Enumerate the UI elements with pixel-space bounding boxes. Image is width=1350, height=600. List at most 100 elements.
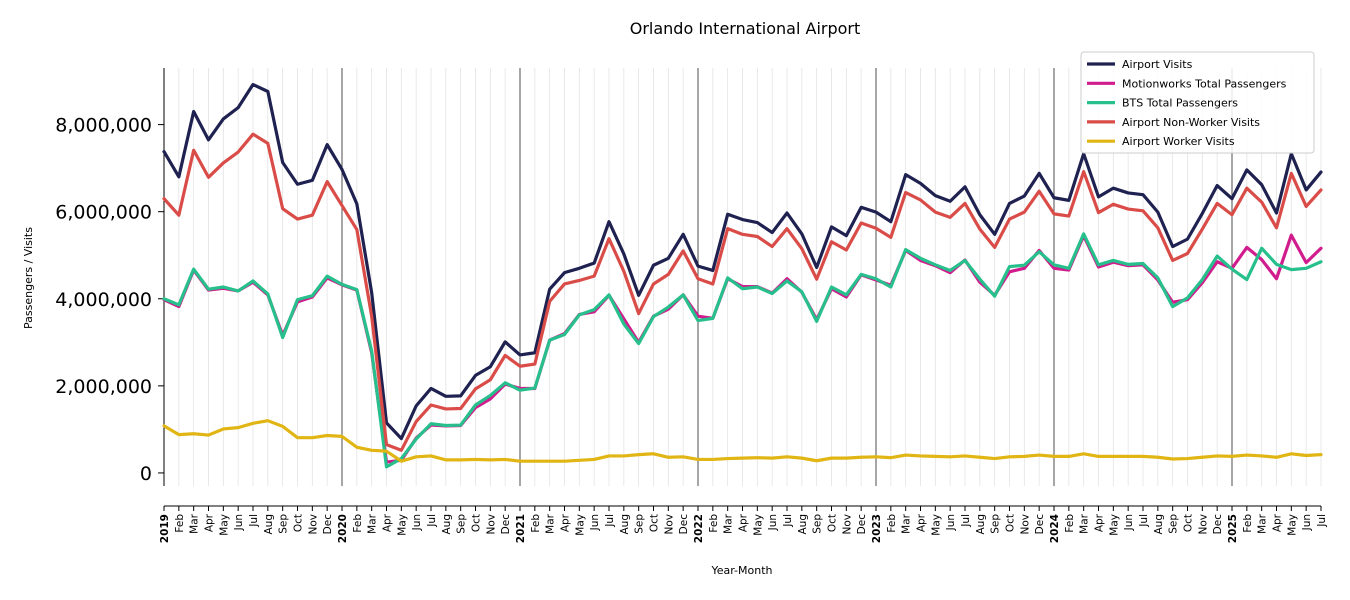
y-tick-label: 2,000,000 [55, 376, 152, 398]
legend-label: Airport Visits [1122, 58, 1193, 71]
x-tick-label: Mar [189, 513, 201, 533]
x-tick-label: Sep [990, 514, 1002, 534]
x-tick-label: Jun [945, 514, 957, 531]
series-line-bts-total-passengers [162, 232, 1323, 469]
x-tick-label: Apr [1272, 513, 1284, 532]
x-tick-label: Jun [589, 514, 601, 531]
x-tick-label: Jun [1123, 514, 1135, 531]
x-tick-label: Feb [530, 514, 542, 533]
x-tick-label: 2024 [1049, 514, 1061, 543]
x-tick-label: Apr [204, 513, 216, 532]
x-tick-label: May [574, 514, 586, 536]
x-tick-label: Jul [960, 514, 972, 528]
x-tick-label: Feb [352, 514, 364, 533]
axes-layer: 0 2,000,000 4,000,000 6,000,000 8,000,000 201… [55, 68, 1328, 543]
x-tick-label: Jul [248, 514, 260, 528]
x-tick-label: 2022 [693, 514, 705, 543]
x-tick-label: Feb [1064, 514, 1076, 533]
x-tick-label: 2025 [1227, 514, 1239, 543]
x-tick-label: Jun [767, 514, 779, 531]
x-tick-label: Oct [1183, 514, 1195, 532]
x-tick-label: Dec [500, 514, 512, 535]
y-tick-label: 0 [140, 463, 152, 485]
x-tick-label: Feb [886, 514, 898, 533]
x-tick-label: Mar [1257, 513, 1269, 533]
x-tick-label: Dec [1034, 514, 1046, 535]
x-tick-label: 2023 [871, 514, 883, 543]
x-tick-label: Feb [174, 514, 186, 533]
x-tick-label: Apr [1094, 513, 1106, 532]
x-tick-label: May [218, 514, 230, 536]
x-tick-label: 2021 [515, 514, 527, 543]
x-tick-label: Oct [293, 514, 305, 532]
x-tick-label: Feb [1242, 514, 1254, 533]
x-tick-label: Apr [560, 513, 572, 532]
x-tick-label: Aug [1153, 514, 1165, 535]
x-tick-label: May [1108, 514, 1120, 536]
x-tick-label: Dec [322, 514, 334, 535]
x-tick-label: Mar [367, 513, 379, 533]
x-tick-label: Sep [456, 514, 468, 534]
grid-layer [163, 68, 1322, 486]
legend: Airport Visits Motionworks Total Passenge… [1080, 51, 1315, 154]
x-tick-label: Dec [678, 514, 690, 535]
x-tick-label: Dec [856, 514, 868, 535]
legend-label: Motionworks Total Passengers [1122, 77, 1287, 90]
x-tick-label: Sep [1168, 514, 1180, 534]
x-tick-label: May [930, 514, 942, 536]
y-axis-label: Passengers / Visits [22, 227, 35, 329]
x-tick-label: Oct [827, 514, 839, 532]
x-tick-label: 2019 [159, 514, 171, 543]
x-tick-label: Jun [1301, 514, 1313, 531]
legend-label: Airport Worker Visits [1122, 135, 1235, 148]
x-tick-label: May [1286, 514, 1298, 536]
x-tick-label: Apr [382, 513, 394, 532]
x-tick-label: Mar [723, 513, 735, 533]
series-line-airport-visits [162, 82, 1323, 441]
series-layer [162, 82, 1323, 469]
x-tick-label: Mar [545, 513, 557, 533]
y-tick-label: 6,000,000 [55, 202, 152, 224]
x-tick-label: Jul [426, 514, 438, 528]
x-tick-label: Jul [1316, 514, 1328, 528]
chart-title: Orlando International Airport [630, 19, 861, 38]
x-tick-label: Oct [649, 514, 661, 532]
x-tick-label: May [396, 514, 408, 536]
x-axis-label: Year-Month [710, 564, 772, 577]
x-tick-label: Nov [1197, 514, 1209, 535]
x-tick-label: May [752, 514, 764, 536]
legend-label: Airport Non-Worker Visits [1122, 116, 1260, 129]
x-tick-label: Jul [782, 514, 794, 528]
x-tick-label: Jun [233, 514, 245, 531]
x-tick-label: Mar [901, 513, 913, 533]
legend-items: Airport Visits Motionworks Total Passenge… [1087, 58, 1287, 148]
x-tick-label: Nov [841, 514, 853, 535]
y-tick-label: 4,000,000 [55, 289, 152, 311]
x-tick-label: Aug [619, 514, 631, 535]
x-tick-label: Mar [1079, 513, 1091, 533]
x-tick-label: Feb [708, 514, 720, 533]
x-tick-label: Apr [916, 513, 928, 532]
x-tick-label: Jul [604, 514, 616, 528]
x-tick-label: Jul [1138, 514, 1150, 528]
x-tick-label: Aug [263, 514, 275, 535]
x-tick-label: Apr [738, 513, 750, 532]
legend-label: BTS Total Passengers [1122, 97, 1238, 110]
x-tick-label: Sep [278, 514, 290, 534]
x-tick-label: Sep [812, 514, 824, 534]
x-tick-label: Aug [797, 514, 809, 535]
legend-box [1080, 51, 1315, 154]
x-tick-label: Jun [411, 514, 423, 531]
series-line-airport-non-worker-visits [162, 132, 1323, 452]
x-tick-label: Nov [307, 514, 319, 535]
x-tick-label: Dec [1212, 514, 1224, 535]
y-tick-label: 8,000,000 [55, 115, 152, 137]
x-tick-label: Aug [441, 514, 453, 535]
series-line-airport-worker-visits [162, 419, 1323, 463]
x-tick-label: Oct [471, 514, 483, 532]
x-tick-label: Nov [485, 514, 497, 535]
x-tick-label: Sep [634, 514, 646, 534]
x-tick-label: Aug [975, 514, 987, 535]
